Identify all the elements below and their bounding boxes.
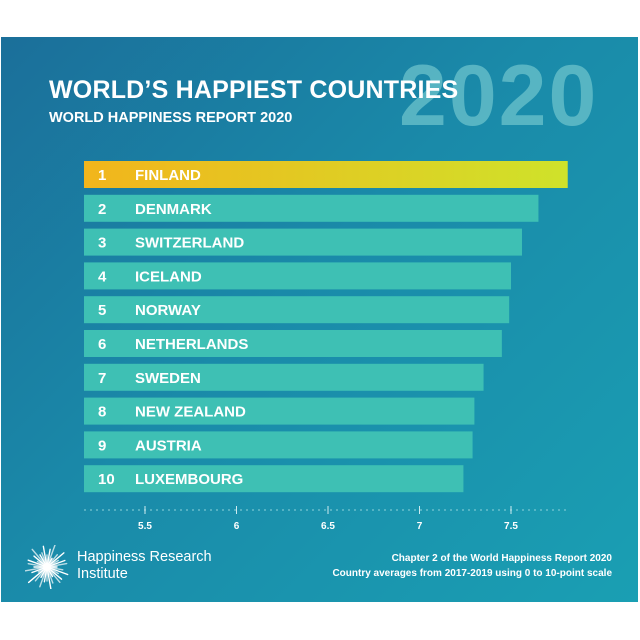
bar-iceland: [84, 262, 511, 290]
bar-chart: 1 FINLAND 2 DENMARK 3 SWITZERLAND 4 ICELAND 5 NOR…: [84, 161, 568, 532]
rank-label: 4: [98, 268, 107, 285]
rank-label: 8: [98, 404, 106, 421]
institute-name-line1: Happiness Research: [77, 549, 212, 565]
source-note-line2: Country averages from 2017-2019 using 0 …: [332, 568, 612, 579]
source-note-line1: Chapter 2 of the World Happiness Report …: [391, 553, 612, 564]
bar-norway: [84, 296, 510, 324]
x-tick-label: 5.5: [138, 521, 152, 532]
rank-label: 7: [98, 370, 106, 387]
bars-group: 1 FINLAND 2 DENMARK 3 SWITZERLAND 4 ICELAND 5 NOR…: [84, 161, 568, 493]
rank-label: 6: [98, 336, 106, 353]
infographic-card: 2020 WORLD’S HAPPIEST COUNTRIES WORLD HA…: [1, 37, 638, 602]
bar-finland: [84, 161, 568, 188]
country-label: SWEDEN: [135, 370, 201, 387]
country-label: LUXEMBOURG: [135, 471, 243, 488]
sunburst-logo-icon: [25, 545, 69, 589]
country-label: DENMARK: [135, 201, 212, 218]
source-note: Chapter 2 of the World Happiness Report …: [332, 551, 612, 581]
country-label: AUSTRIA: [135, 437, 202, 454]
institute-name-line2: Institute: [77, 566, 128, 582]
x-tick-label: 7: [417, 521, 423, 532]
bar-new-zealand: [84, 397, 475, 425]
bar-switzerland: [84, 228, 522, 256]
chart-title: WORLD’S HAPPIEST COUNTRIES: [49, 76, 459, 104]
rank-label: 10: [98, 471, 115, 488]
country-label: NEW ZEALAND: [135, 404, 246, 421]
bar-luxembourg: [84, 465, 464, 493]
bar-netherlands: [84, 330, 502, 357]
rank-label: 3: [98, 235, 106, 252]
year-watermark: 2020: [399, 48, 599, 144]
x-axis: 5.5 6 6.5 7 7.5: [84, 506, 566, 532]
bar-denmark: [84, 194, 539, 222]
rank-label: 9: [98, 437, 106, 454]
country-label: FINLAND: [135, 167, 201, 184]
rank-label: 2: [98, 201, 106, 218]
rank-label: 5: [98, 302, 106, 319]
bar-sweden: [84, 363, 484, 391]
rank-label: 1: [98, 167, 106, 184]
x-tick-label: 6.5: [321, 521, 335, 532]
country-label: SWITZERLAND: [135, 235, 244, 252]
x-tick-label: 7.5: [504, 521, 518, 532]
country-label: NETHERLANDS: [135, 336, 248, 353]
bar-austria: [84, 431, 473, 459]
country-label: ICELAND: [135, 268, 202, 285]
institute-name: Happiness Research Institute: [77, 549, 212, 583]
x-tick-label: 6: [234, 521, 240, 532]
chart-subtitle: WORLD HAPPINESS REPORT 2020: [49, 110, 293, 126]
country-label: NORWAY: [135, 302, 201, 319]
